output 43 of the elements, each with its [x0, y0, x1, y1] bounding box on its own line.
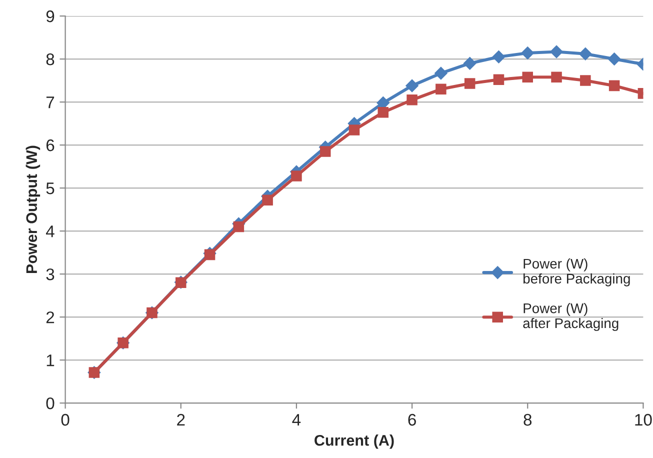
point: [493, 74, 504, 86]
y-tick-label: 6: [46, 139, 54, 152]
x-tick-label: 0: [61, 414, 70, 426]
x-tick-label: 4: [292, 414, 301, 426]
point: [492, 50, 506, 64]
point: [463, 56, 476, 70]
point: [434, 66, 448, 80]
y-axis-title: Power Output (W): [26, 146, 40, 274]
point: [579, 47, 592, 60]
x-tick-label: 10: [635, 414, 652, 426]
x-tick-label: 2: [177, 414, 185, 426]
point: [378, 106, 389, 118]
point: [436, 84, 446, 95]
y-tick-label: 1: [46, 354, 54, 366]
point: [464, 78, 476, 89]
point: [262, 194, 273, 206]
x-tick-label: 6: [408, 414, 416, 426]
point: [608, 52, 621, 66]
point: [320, 146, 331, 157]
point: [550, 45, 563, 58]
y-tick-label: 2: [46, 311, 54, 324]
point: [406, 79, 418, 92]
y-tick-label: 3: [46, 268, 54, 280]
y-tick-label: 9: [46, 10, 54, 22]
y-tick-label: 7: [46, 96, 54, 108]
y-tick-label: 0: [46, 397, 54, 410]
y-tick-label: 8: [46, 53, 54, 66]
point: [348, 124, 360, 136]
x-axis-title: Current (A): [314, 434, 394, 449]
legend-label: Power (W) after Packaging: [523, 303, 618, 331]
point: [204, 249, 216, 260]
x-tick-label: 8: [524, 414, 532, 426]
point: [406, 94, 418, 106]
point: [522, 72, 534, 82]
y-tick-label: 4: [46, 226, 54, 238]
point: [521, 46, 534, 60]
point: [580, 75, 591, 86]
point: [608, 80, 620, 92]
legend-label: Power (W) before Packaging: [524, 258, 630, 286]
point: [551, 72, 562, 82]
point: [291, 170, 302, 182]
point: [233, 221, 244, 232]
y-tick-label: 5: [46, 182, 54, 194]
